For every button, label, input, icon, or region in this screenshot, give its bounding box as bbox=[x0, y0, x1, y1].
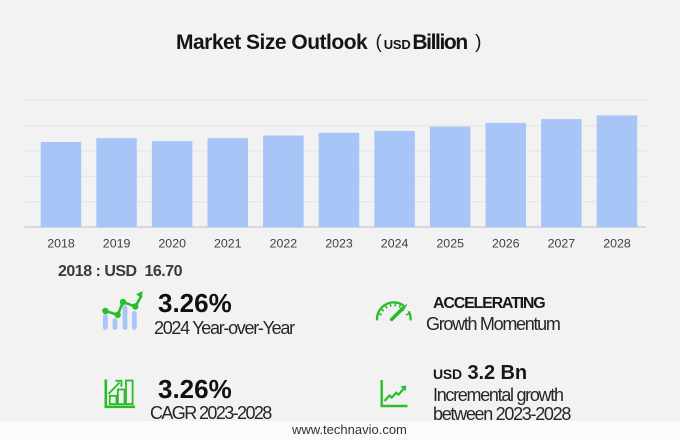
svg-text:2021: 2021 bbox=[214, 236, 242, 250]
svg-text:2019: 2019 bbox=[103, 236, 131, 250]
svg-text:2023: 2023 bbox=[325, 236, 353, 250]
svg-text:2026: 2026 bbox=[492, 236, 520, 250]
svg-text:2018: 2018 bbox=[47, 236, 75, 250]
svg-text:2027: 2027 bbox=[548, 236, 576, 250]
svg-text:2020: 2020 bbox=[158, 236, 186, 250]
svg-text:2022: 2022 bbox=[270, 236, 298, 250]
svg-text:2024: 2024 bbox=[381, 236, 409, 250]
svg-text:2028: 2028 bbox=[603, 236, 631, 250]
svg-text:2025: 2025 bbox=[436, 236, 464, 250]
